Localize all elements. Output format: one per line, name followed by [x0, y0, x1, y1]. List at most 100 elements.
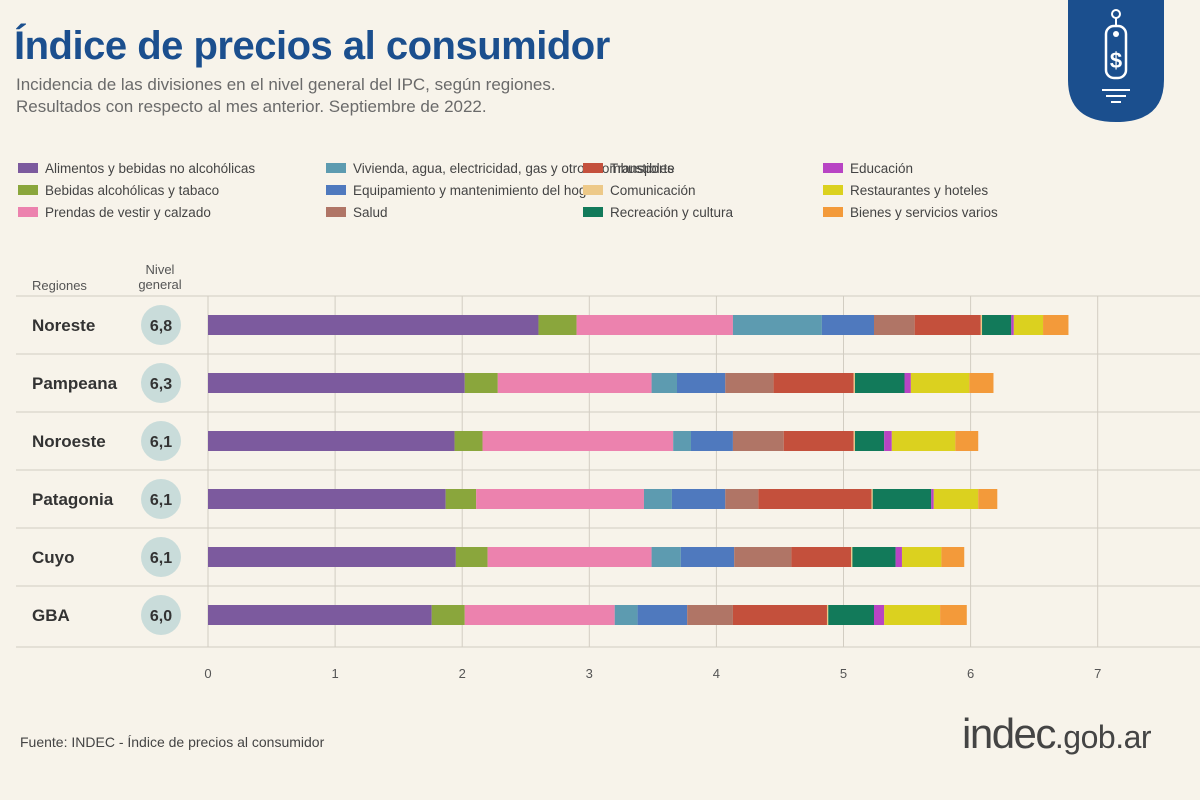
- bar-segment: [853, 431, 855, 451]
- subtitle-line-2: Resultados con respecto al mes anterior.…: [16, 97, 487, 116]
- bar-segment: [208, 605, 432, 625]
- brand-suffix: .gob.ar: [1054, 719, 1152, 755]
- x-tick-label: 6: [967, 666, 974, 681]
- bar-segment: [732, 605, 827, 625]
- legend-swatch: [18, 163, 38, 173]
- x-tick-label: 5: [840, 666, 847, 681]
- nivel-general-value: 6,0: [150, 608, 172, 625]
- bar-segment: [791, 547, 852, 567]
- bar-segment: [643, 489, 672, 509]
- legend-item: Educación: [823, 160, 1193, 176]
- x-tick-label: 7: [1094, 666, 1101, 681]
- legend-item: Prendas de vestir y calzado: [18, 204, 326, 220]
- bar-segment: [910, 373, 970, 393]
- page-title: Índice de precios al consumidor: [14, 24, 610, 68]
- bar-segment: [614, 605, 638, 625]
- nivel-general-circle: [141, 479, 181, 519]
- nivel-general-circle: [141, 363, 181, 403]
- bar-segment: [455, 547, 488, 567]
- nivel-general-value: 6,3: [150, 376, 172, 393]
- x-tick-label: 2: [459, 666, 466, 681]
- bar-segment: [783, 431, 854, 451]
- bar-segment: [576, 315, 733, 335]
- bar-segment: [445, 489, 477, 509]
- legend-swatch: [326, 185, 346, 195]
- bar-segment: [482, 431, 674, 451]
- nivel-general-value: 6,8: [150, 318, 172, 335]
- legend-label: Educación: [850, 160, 914, 176]
- bar-segment: [914, 315, 981, 335]
- bar-segment: [208, 489, 446, 509]
- bar-segment: [941, 547, 965, 567]
- bar-segment: [208, 431, 455, 451]
- legend-swatch: [583, 163, 603, 173]
- bar-segment: [676, 373, 726, 393]
- x-tick-label: 3: [586, 666, 593, 681]
- bar-segment: [208, 373, 465, 393]
- legend-swatch: [583, 207, 603, 217]
- nivel-general-circle: [141, 537, 181, 577]
- bar-segment: [497, 373, 652, 393]
- bar-segment: [871, 489, 873, 509]
- legend-swatch: [18, 185, 38, 195]
- bar-segment: [872, 489, 932, 509]
- legend-swatch: [326, 163, 346, 173]
- brand-logo: indec.gob.ar: [962, 710, 1152, 758]
- bar-segment: [884, 605, 941, 625]
- bar-segment: [487, 547, 652, 567]
- legend-label: Alimentos y bebidas no alcohólicas: [45, 160, 256, 176]
- nivel-general-column-header: Nivel general: [131, 262, 189, 292]
- x-tick-label: 0: [204, 666, 211, 681]
- svg-text:$: $: [1110, 48, 1122, 73]
- legend-label: Equipamiento y mantenimiento del hogar: [353, 182, 599, 198]
- bar-segment: [982, 315, 1012, 335]
- bar-segment: [673, 431, 691, 451]
- page-subtitle: Incidencia de las divisiones en el nivel…: [16, 74, 556, 118]
- bar-segment: [940, 605, 967, 625]
- bar-segment: [854, 373, 905, 393]
- region-label: GBA: [32, 606, 70, 625]
- bar-segment: [1013, 315, 1044, 335]
- legend-item: Salud: [326, 204, 583, 220]
- bar-segment: [1011, 315, 1014, 335]
- bar-segment: [687, 605, 733, 625]
- region-label: Cuyo: [32, 548, 75, 567]
- bar-segment: [208, 315, 539, 335]
- legend-swatch: [823, 207, 843, 217]
- bar-segment: [651, 373, 677, 393]
- legend-label: Recreación y cultura: [610, 204, 734, 220]
- bar-segment: [874, 315, 915, 335]
- legend-swatch: [823, 185, 843, 195]
- region-label: Noroeste: [32, 432, 106, 451]
- bar-segment: [828, 605, 875, 625]
- x-tick-label: 4: [713, 666, 720, 681]
- nivel-general-circle: [141, 595, 181, 635]
- legend-item: Comunicación: [583, 182, 823, 198]
- chart-legend: Alimentos y bebidas no alcohólicas Vivien…: [18, 160, 1193, 220]
- bar-segment: [725, 373, 774, 393]
- bar-segment: [680, 547, 735, 567]
- bar-segment: [895, 547, 902, 567]
- bar-segment: [978, 489, 998, 509]
- legend-item: Transporte: [583, 160, 823, 176]
- bar-segment: [1043, 315, 1069, 335]
- source-note: Fuente: INDEC - Índice de precios al con…: [20, 734, 325, 750]
- legend-label: Salud: [353, 204, 388, 220]
- bar-segment: [826, 605, 829, 625]
- bar-segment: [821, 315, 875, 335]
- bar-segment: [671, 489, 726, 509]
- brand-main: indec: [962, 710, 1056, 757]
- bar-segment: [732, 315, 822, 335]
- legend-item: Equipamiento y mantenimiento del hogar: [326, 182, 598, 198]
- nivel-general-circle: [141, 305, 181, 345]
- legend-swatch: [583, 185, 603, 195]
- legend-label: Prendas de vestir y calzado: [45, 204, 211, 220]
- bar-segment: [637, 605, 688, 625]
- nivel-header-line-2: general: [138, 277, 182, 292]
- legend-swatch: [326, 207, 346, 217]
- bar-segment: [980, 315, 983, 335]
- bar-segment: [901, 547, 942, 567]
- bar-segment: [464, 373, 498, 393]
- legend-item: Alimentos y bebidas no alcohólicas: [18, 160, 326, 176]
- subtitle-line-1: Incidencia de las divisiones en el nivel…: [16, 75, 556, 94]
